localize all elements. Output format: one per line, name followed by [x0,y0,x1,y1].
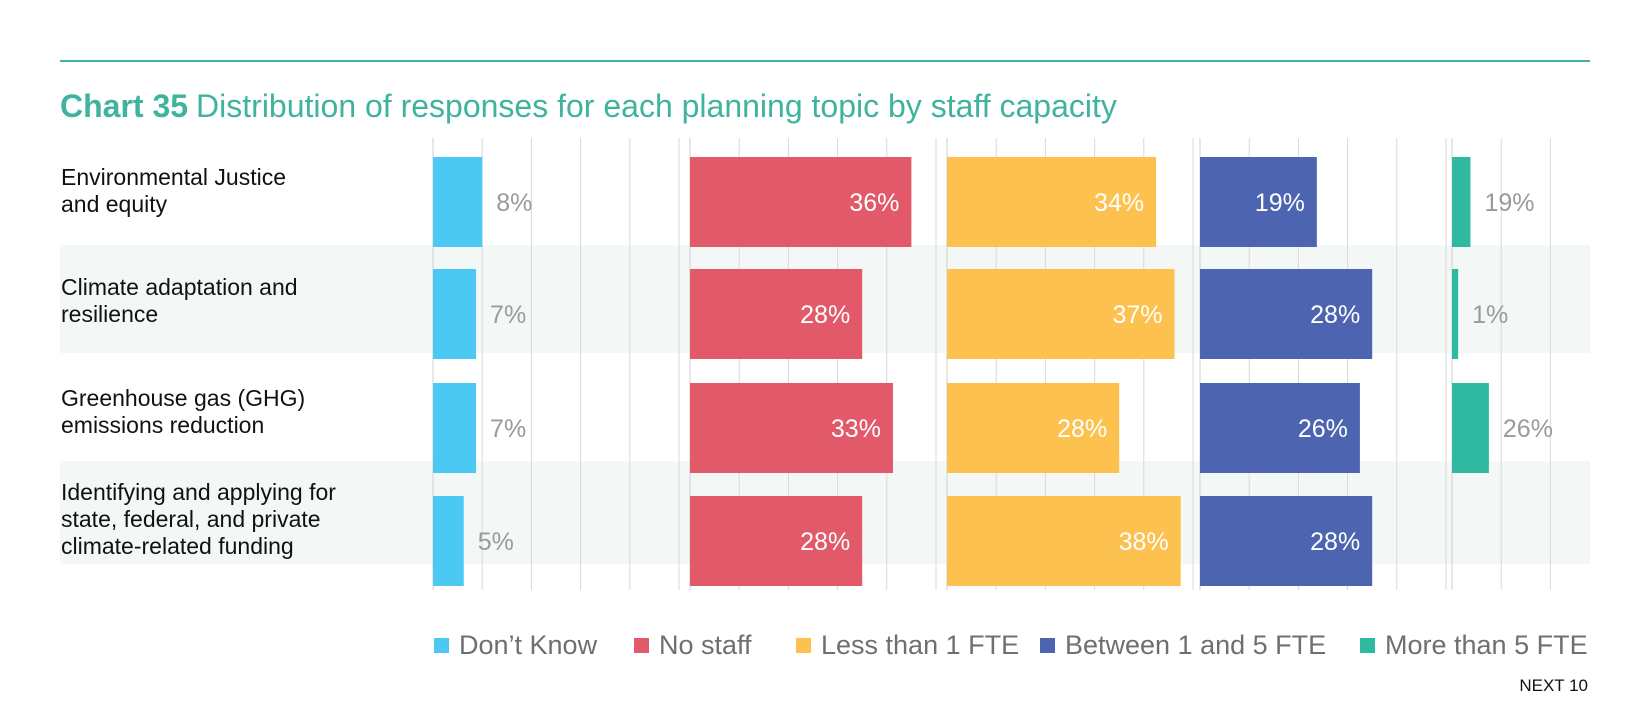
legend-swatch [434,637,449,653]
row-label-line: and equity [61,191,168,217]
tick-label-don-t-know: 0 [429,598,438,600]
data-label-between-1-and-5-fte-row-1: 19% [1255,189,1305,217]
tick-label-less-than-1-fte: 32% [1128,598,1160,600]
row-label-line: resilience [61,301,159,327]
bar-no-staff-row-4 [690,496,863,586]
bar-more-than-5-fte-row-3 [1452,383,1489,473]
bar-no-staff-row-3 [690,383,893,473]
bar-between-1-and-5-fte-row-3 [1200,383,1360,473]
chart-plot: 8% 7% 7% 5% 0 16% 32% 36% 28% 33% 28% 0 16% 32% 34% 37%… [429,138,1566,600]
legend-item-more-than-5-fte: More than 5 FTE [1360,628,1588,662]
legend-item-no-staff: No staff [634,628,752,662]
tick-label-between-1-and-5-fte: 32% [1381,598,1413,600]
row-label-4: Identifying and applying for state, fede… [61,479,401,560]
top-rule [60,60,1590,62]
legend-swatch [1040,637,1055,653]
row-label-line: Climate adaptation and [61,274,298,300]
tick-label-more-than-5-fte: 16% [1534,598,1566,600]
row-label-3: Greenhouse gas (GHG) emissions reduction [61,385,401,439]
data-label-more-than-5-fte-row-2: 1% [1472,301,1508,329]
row-label-line: climate-related funding [61,533,294,559]
bar-between-1-and-5-fte-row-4 [1200,496,1373,586]
legend-swatch [796,637,811,653]
tick-label-more-than-5-fte: 0 [1448,598,1457,600]
row-label-line: Environmental Justice [61,164,286,190]
legend-label: Less than 1 FTE [821,629,1020,660]
tick-label-don-t-know: 16% [515,598,547,600]
legend-label: No staff [659,629,752,660]
row-label-line: state, federal, and private [61,506,321,532]
data-label-no-staff-row-1: 36% [849,189,899,217]
data-label-between-1-and-5-fte-row-3: 26% [1298,415,1348,443]
tick-label-no-staff: 32% [871,598,903,600]
legend-item-dont-know: Don’t Know [434,628,597,662]
tick-label-no-staff: 16% [772,598,804,600]
bar-less-than-1-fte-row-1 [947,157,1157,247]
data-label-no-staff-row-4: 28% [800,528,850,556]
data-label-between-1-and-5-fte-row-2: 28% [1310,301,1360,329]
bar-don-t-know-row-2 [433,269,477,359]
bar-less-than-1-fte-row-4 [947,496,1181,586]
tick-label-less-than-1-fte: 16% [1029,598,1061,600]
tick-label-less-than-1-fte: 0 [943,598,952,600]
legend-item-between-1-and-5-fte: Between 1 and 5 FTE [1040,628,1326,662]
chart-title-text: Distribution of responses for each plann… [196,88,1117,124]
legend-swatch [1360,637,1375,653]
bar-less-than-1-fte-row-2 [947,269,1175,359]
legend-label: Between 1 and 5 FTE [1065,629,1327,660]
data-label-less-than-1-fte-row-3: 28% [1057,415,1107,443]
legend-swatch [634,637,649,653]
tick-label-no-staff: 0 [686,598,695,600]
tick-label-between-1-and-5-fte: 16% [1282,598,1314,600]
legend-label: Don’t Know [459,629,598,660]
bar-no-staff-row-1 [690,157,912,247]
bar-less-than-1-fte-row-3 [947,383,1120,473]
row-label-1: Environmental Justice and equity [61,164,401,218]
data-label-more-than-5-fte-row-3: 26% [1503,415,1553,443]
bar-don-t-know-row-3 [433,383,477,473]
row-label-2: Climate adaptation and resilience [61,274,401,328]
chart-number: Chart 35 [60,88,189,124]
data-label-don-t-know-row-2: 7% [490,301,526,329]
row-label-line: Greenhouse gas (GHG) [61,385,306,411]
row-label-line: Identifying and applying for [61,479,336,505]
bar-between-1-and-5-fte-row-1 [1200,157,1317,247]
row-label-line: emissions reduction [61,412,265,438]
data-label-no-staff-row-2: 28% [800,301,850,329]
data-label-don-t-know-row-1: 8% [496,189,532,217]
data-label-more-than-5-fte-row-1: 19% [1484,189,1534,217]
data-label-between-1-and-5-fte-row-4: 28% [1310,528,1360,556]
bar-between-1-and-5-fte-row-2 [1200,269,1373,359]
data-label-less-than-1-fte-row-2: 37% [1113,301,1163,329]
data-label-don-t-know-row-4: 5% [478,528,514,556]
legend-label: More than 5 FTE [1385,629,1588,660]
page-footer: NEXT 10 [1519,676,1588,695]
tick-label-between-1-and-5-fte: 0 [1196,598,1205,600]
bar-don-t-know-row-4 [433,496,464,586]
data-label-no-staff-row-3: 33% [831,415,881,443]
bar-no-staff-row-2 [690,269,863,359]
chart-title: Chart 35 Distribution of responses for ea… [60,88,1117,125]
data-label-less-than-1-fte-row-4: 38% [1119,528,1169,556]
data-label-less-than-1-fte-row-1: 34% [1094,189,1144,217]
legend-item-less-than-1-fte: Less than 1 FTE [796,628,1019,662]
bar-more-than-5-fte-row-2 [1452,269,1459,359]
bar-more-than-5-fte-row-1 [1452,157,1471,247]
data-label-don-t-know-row-3: 7% [490,415,526,443]
tick-label-don-t-know: 32% [614,598,646,600]
bar-don-t-know-row-1 [433,157,483,247]
